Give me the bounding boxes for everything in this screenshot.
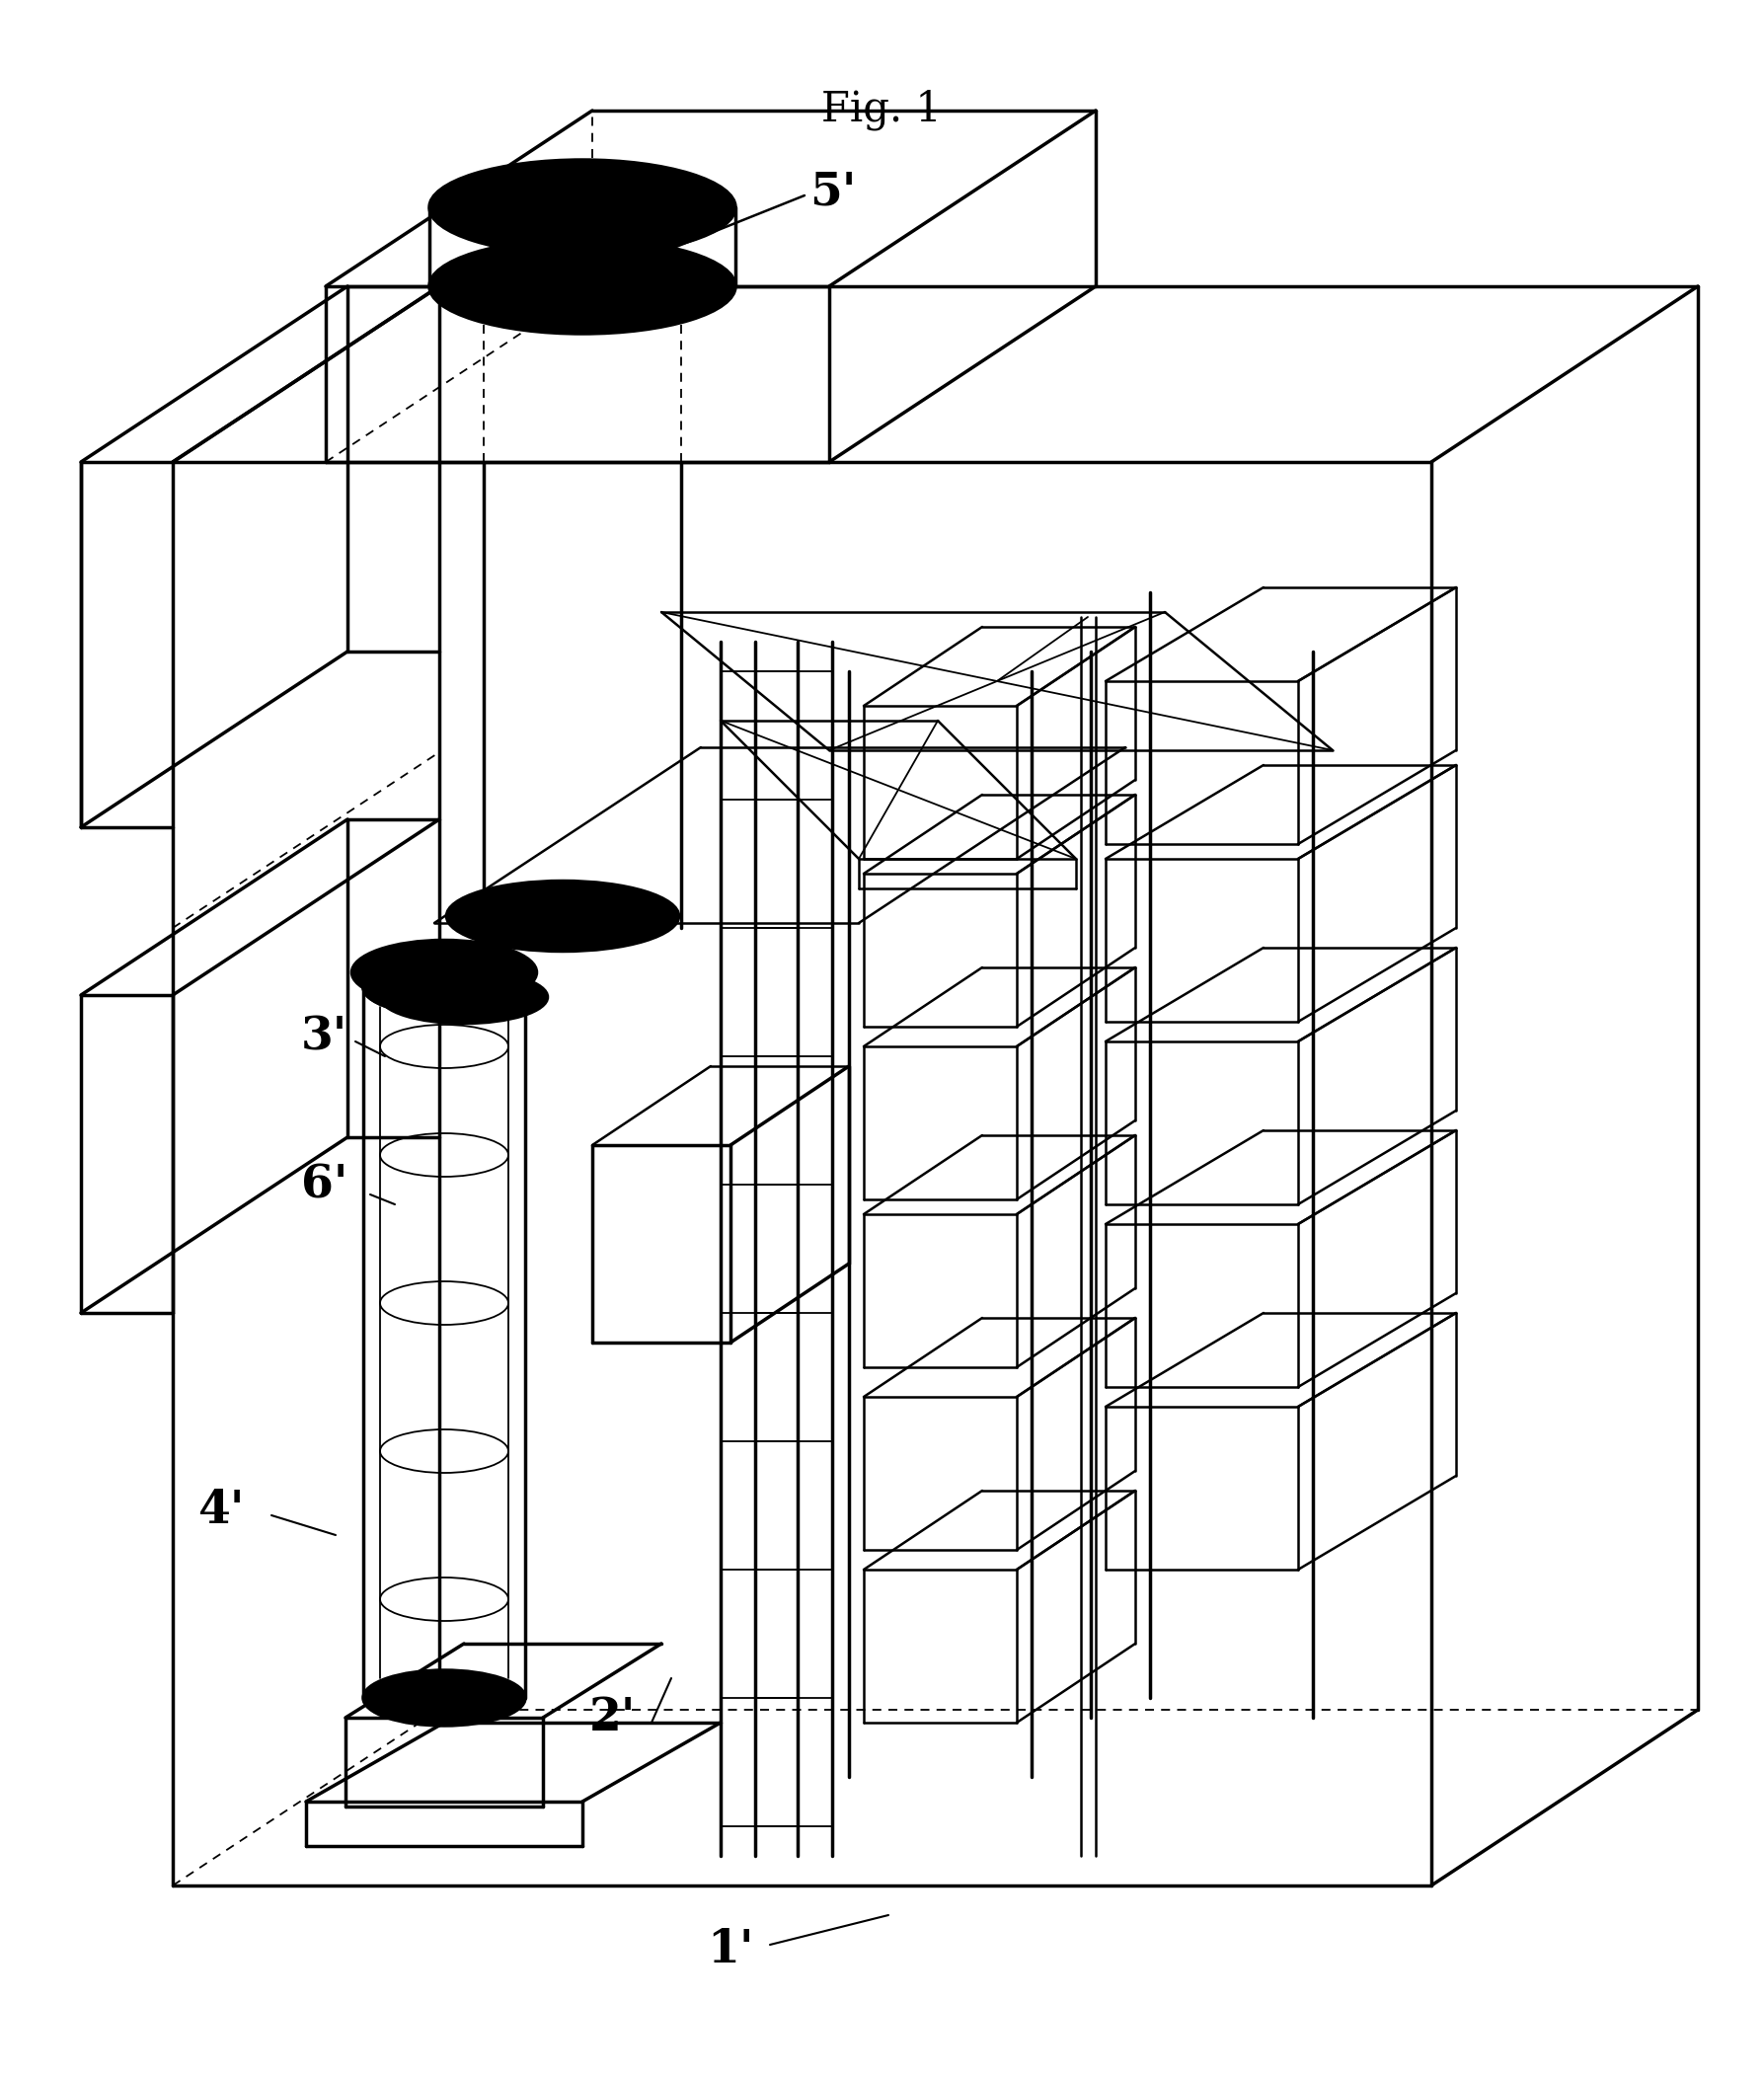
Ellipse shape (429, 160, 736, 256)
Text: Fig. 1: Fig. 1 (822, 89, 942, 131)
Text: 5': 5' (810, 170, 856, 216)
Ellipse shape (446, 881, 679, 952)
Text: 6': 6' (302, 1162, 348, 1207)
Ellipse shape (429, 239, 736, 335)
Ellipse shape (363, 960, 526, 1014)
Ellipse shape (363, 960, 526, 1014)
Text: 2': 2' (589, 1696, 635, 1741)
Text: 3': 3' (302, 1014, 348, 1060)
Ellipse shape (351, 939, 536, 1006)
Text: 1': 1' (707, 1926, 753, 1972)
Ellipse shape (379, 970, 549, 1024)
Ellipse shape (363, 1671, 526, 1725)
Text: 4': 4' (198, 1488, 243, 1534)
